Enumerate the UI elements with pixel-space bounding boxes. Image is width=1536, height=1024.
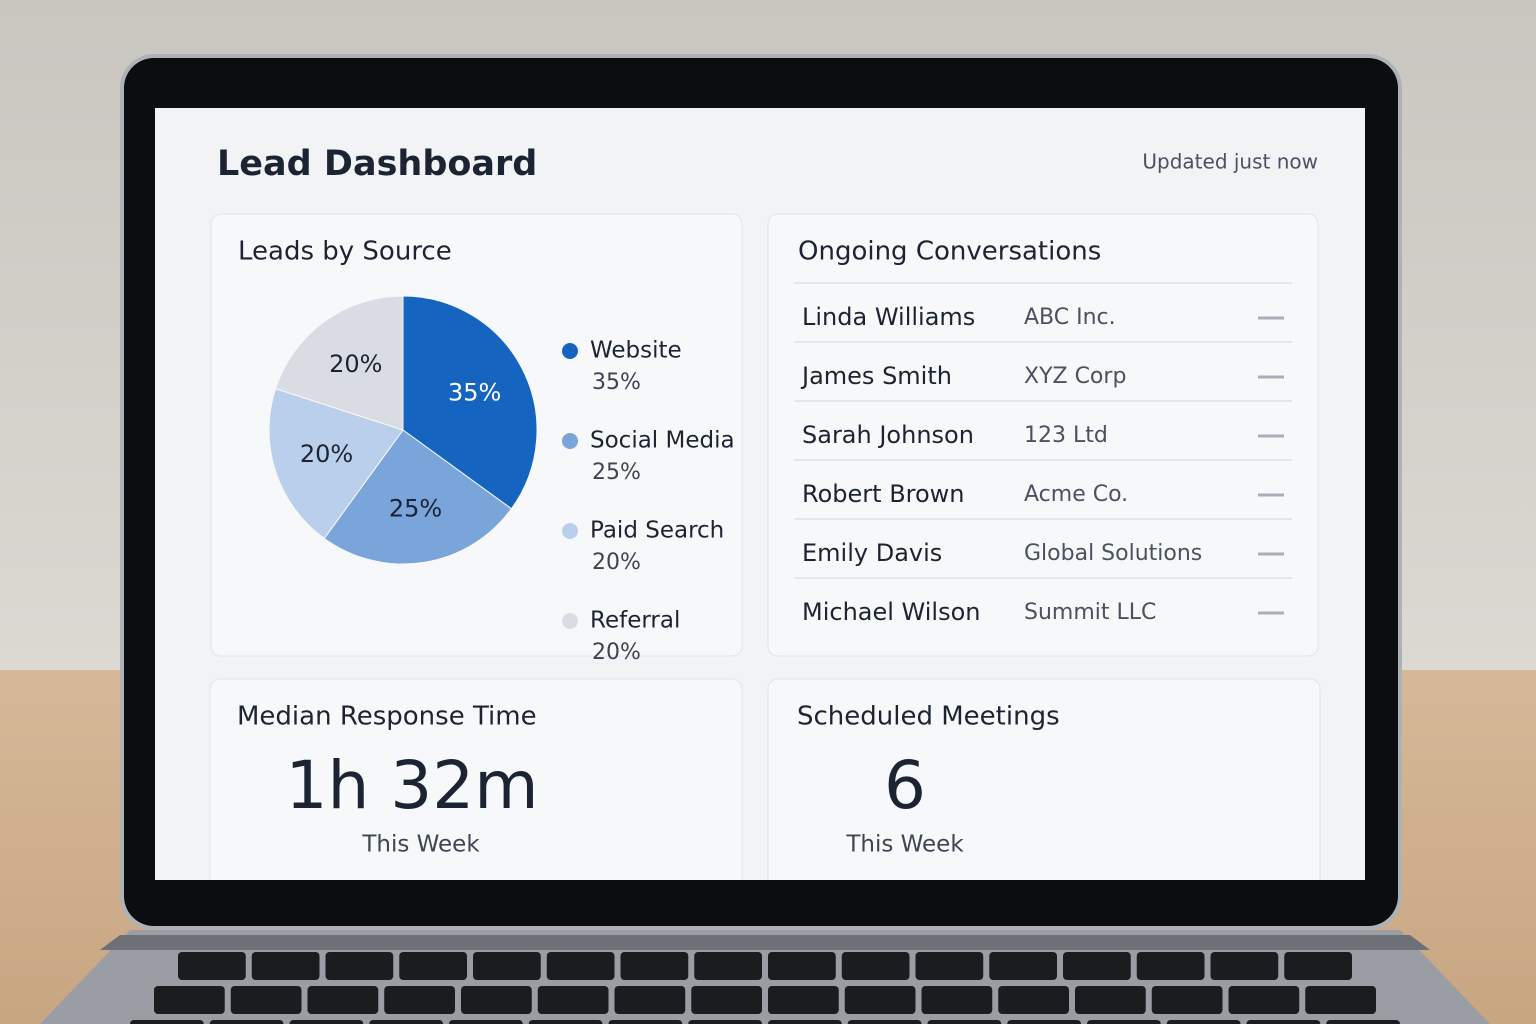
key xyxy=(369,1020,443,1024)
key xyxy=(614,986,686,1014)
key xyxy=(399,952,467,980)
bezel-bottom xyxy=(155,880,1365,910)
legend-value: 25% xyxy=(592,460,641,485)
key xyxy=(307,986,379,1014)
legend-label: Social Media xyxy=(590,428,735,454)
contact-name: Robert Brown xyxy=(802,480,965,508)
legend: Website 35% Social Media 25% Paid Search 20% R… xyxy=(562,338,735,665)
key xyxy=(1063,952,1131,980)
contact-name: Sarah Johnson xyxy=(802,421,974,449)
key xyxy=(844,986,916,1014)
key xyxy=(694,952,762,980)
card-title: Scheduled Meetings xyxy=(797,702,1060,732)
metric-value: 1h 32m xyxy=(285,747,538,824)
slice-label: 20% xyxy=(300,440,353,468)
company-name: XYZ Corp xyxy=(1024,364,1126,389)
pie-slice xyxy=(274,295,404,431)
key xyxy=(691,986,762,1014)
company-name: Summit LLC xyxy=(1024,600,1156,625)
legend-value: 35% xyxy=(592,370,641,395)
legend-value: 20% xyxy=(592,640,641,665)
card-title: Leads by Source xyxy=(238,237,452,267)
key xyxy=(154,986,225,1014)
key xyxy=(178,952,246,980)
key xyxy=(537,986,609,1014)
key xyxy=(325,952,394,980)
key xyxy=(1151,986,1223,1014)
key xyxy=(1210,952,1279,980)
key xyxy=(546,952,615,980)
pie-slice xyxy=(402,295,538,510)
key xyxy=(1246,1020,1321,1024)
card-title: Ongoing Conversations xyxy=(798,237,1101,267)
metric-caption: This Week xyxy=(361,832,480,858)
dashboard-title: Lead Dashboard xyxy=(217,144,537,184)
slice-label: 20% xyxy=(329,350,382,378)
legend-swatch xyxy=(562,343,578,359)
key xyxy=(1166,1020,1241,1024)
key xyxy=(1075,986,1146,1014)
legend-label: Website xyxy=(590,338,682,364)
key xyxy=(1007,1020,1081,1024)
keyboard xyxy=(130,952,1400,1024)
legend-value: 20% xyxy=(592,550,641,575)
company-name: Global Solutions xyxy=(1024,541,1202,566)
key xyxy=(620,952,689,980)
key xyxy=(289,1020,364,1024)
pie-slice xyxy=(323,429,513,565)
key xyxy=(989,952,1057,980)
key xyxy=(768,952,836,980)
card xyxy=(767,213,1319,657)
metric-caption: This Week xyxy=(845,832,964,858)
key xyxy=(915,952,984,980)
key xyxy=(841,952,910,980)
key xyxy=(473,952,541,980)
key xyxy=(1326,1020,1400,1024)
key xyxy=(461,986,532,1014)
contact-name: Emily Davis xyxy=(802,539,942,567)
legend-label: Referral xyxy=(590,608,680,634)
key xyxy=(927,1020,1002,1024)
key xyxy=(209,1020,284,1024)
key xyxy=(921,986,993,1014)
key xyxy=(608,1020,683,1024)
key xyxy=(1305,986,1376,1014)
key xyxy=(847,1020,922,1024)
conversation-list: Linda Williams ABC Inc. James Smith XYZ Cor… xyxy=(794,282,1292,626)
key xyxy=(688,1020,762,1024)
company-name: 123 Ltd xyxy=(1024,423,1108,448)
contact-name: Michael Wilson xyxy=(802,598,981,626)
update-status: Updated just now xyxy=(1142,150,1318,174)
metric-value: 6 xyxy=(884,747,926,824)
key xyxy=(998,986,1069,1014)
card-title: Median Response Time xyxy=(237,702,537,732)
key xyxy=(449,1020,523,1024)
key xyxy=(230,986,302,1014)
key xyxy=(1228,986,1300,1014)
contact-name: James Smith xyxy=(800,362,952,390)
legend-swatch xyxy=(562,523,578,539)
key xyxy=(384,986,455,1014)
key xyxy=(768,1020,842,1024)
legend-label: Paid Search xyxy=(590,518,724,544)
pie-chart: 35% 25% 20% 20% xyxy=(268,295,538,565)
slice-label: 25% xyxy=(389,494,442,522)
key xyxy=(1284,952,1352,980)
key xyxy=(130,1020,204,1024)
key xyxy=(528,1020,603,1024)
slice-label: 35% xyxy=(448,378,501,406)
pie-slice xyxy=(268,387,404,540)
key xyxy=(251,952,320,980)
key xyxy=(768,986,839,1014)
legend-swatch xyxy=(562,433,578,449)
legend-swatch xyxy=(562,613,578,629)
company-name: Acme Co. xyxy=(1024,482,1128,507)
key xyxy=(1136,952,1205,980)
contact-name: Linda Williams xyxy=(802,303,975,331)
hinge xyxy=(100,935,1430,950)
company-name: ABC Inc. xyxy=(1024,305,1116,330)
key xyxy=(1087,1020,1161,1024)
